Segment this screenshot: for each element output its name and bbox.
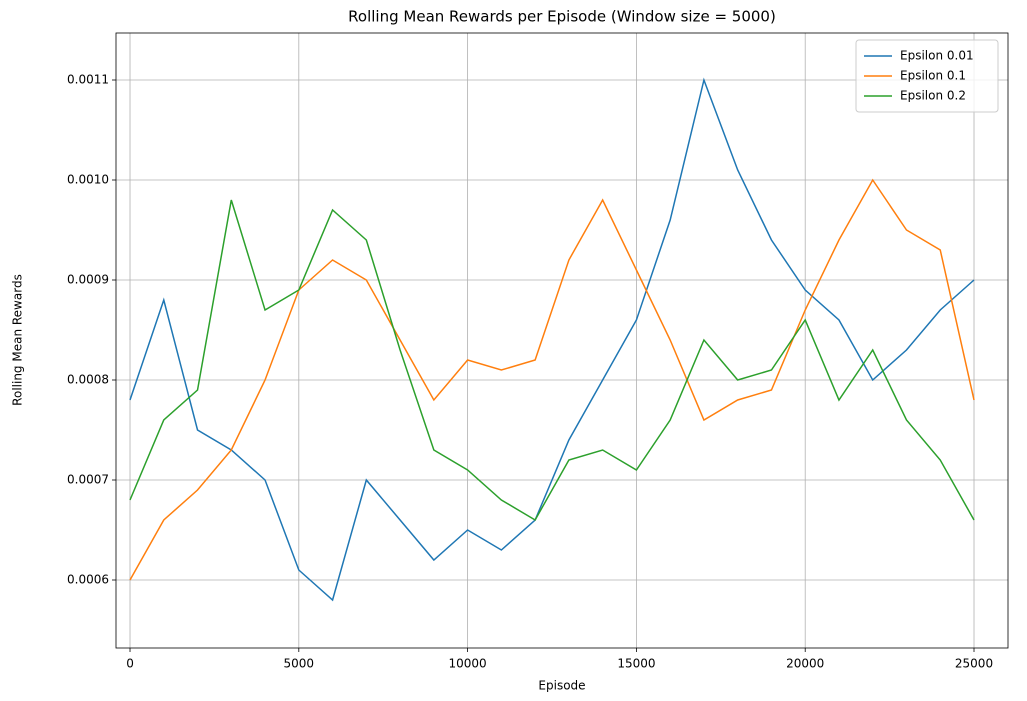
data-line: [129, 199, 975, 522]
x-tick-label: 25000: [955, 657, 993, 671]
data-line: [129, 77, 975, 602]
x-tick-label: 5000: [284, 657, 315, 671]
y-axis-label: Rolling Mean Rewards: [11, 274, 25, 406]
x-axis-label: Episode: [538, 679, 585, 693]
legend-label: Epsilon 0.2: [900, 89, 966, 103]
legend-label: Epsilon 0.1: [900, 69, 966, 83]
y-tick-label: 0.0008: [67, 373, 109, 387]
y-tick-label: 0.0007: [67, 473, 109, 487]
x-tick-label: 20000: [786, 657, 824, 671]
y-tick-label: 0.0009: [67, 273, 109, 287]
x-tick-label: 10000: [449, 657, 487, 671]
y-tick-label: 0.0011: [67, 73, 109, 87]
legend: Epsilon 0.01 Epsilon 0.1 Epsilon 0.2: [855, 39, 999, 113]
data-line: [129, 178, 975, 581]
x-tick-label: 15000: [617, 657, 655, 671]
plot-frame: [115, 32, 1009, 649]
x-tick-label: 0: [126, 657, 134, 671]
chart-title: Rolling Mean Rewards per Episode (Window…: [348, 8, 776, 26]
legend-box: [855, 39, 999, 113]
y-tick-label: 0.0006: [67, 573, 109, 587]
legend-label: Epsilon 0.01: [900, 49, 974, 63]
y-tick-label: 0.0010: [67, 173, 109, 187]
